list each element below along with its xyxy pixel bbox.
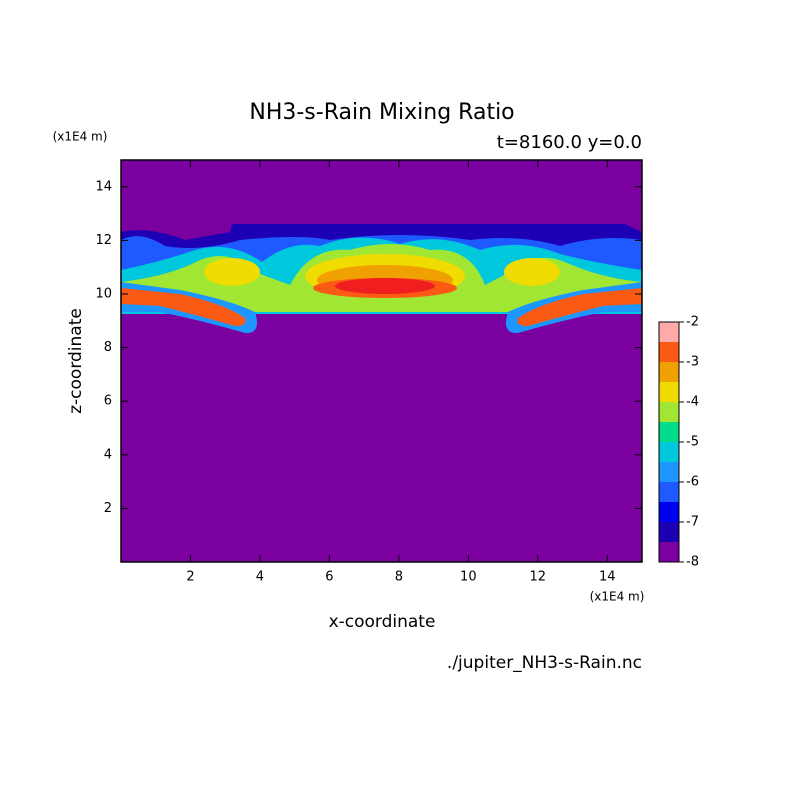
colorbar-band [659,462,679,482]
colorbar-tick-label: -7 [686,515,699,530]
background-level [121,160,642,562]
x-tick-label: 2 [186,570,194,585]
colorbar-band [659,322,679,342]
y-tick-label: 2 [104,501,112,516]
y-tick-label: 8 [104,340,112,355]
colorbar-tick-label: -3 [686,355,699,370]
colorbar-band [659,382,679,402]
colorbar-band [659,482,679,502]
colorbar-band [659,342,679,362]
x-unit: (x1E4 m) [590,590,645,604]
x-tick-label: 6 [325,570,333,585]
colorbar-band [659,362,679,382]
colorbar-tick-label: -6 [686,475,699,490]
colorbar-tick-label: -5 [686,435,699,450]
colorbar-band [659,502,679,522]
x-tick-label: 10 [460,570,477,585]
contour-region [204,258,260,286]
colorbar-tick-label: -2 [686,315,699,330]
x-axis-label: x-coordinate [329,612,436,632]
colorbar-tick-label: -8 [686,555,699,570]
y-tick-label: 4 [104,447,112,462]
x-tick-label: 8 [395,570,403,585]
y-axis-label: z-coordinate [66,308,86,414]
chart-title: NH3-s-Rain Mixing Ratio [249,100,514,125]
contour-region [335,278,435,294]
x-tick-label: 12 [530,570,547,585]
footer: ./jupiter_NH3-s-Rain.nc [447,653,642,673]
colorbar-band [659,542,679,562]
colorbar-band [659,402,679,422]
colorbar-band [659,522,679,542]
contour-field [121,160,642,562]
y-tick-label: 14 [95,179,112,194]
contour-region [121,288,246,326]
y-tick-label: 6 [104,394,112,409]
plot-frame [120,159,643,563]
y-unit: (x1E4 m) [53,130,108,144]
contour-region [517,288,642,326]
colorbar-band [659,422,679,442]
y-tick-label: 12 [95,233,112,248]
x-tick-label: 4 [256,570,264,585]
contour-region [504,258,560,286]
colorbar-band [659,442,679,462]
x-tick-label: 14 [599,570,616,585]
colorbar-tick-label: -4 [686,395,699,410]
y-tick-label: 10 [95,287,112,302]
chart-subtitle: t=8160.0 y=0.0 [497,132,642,153]
